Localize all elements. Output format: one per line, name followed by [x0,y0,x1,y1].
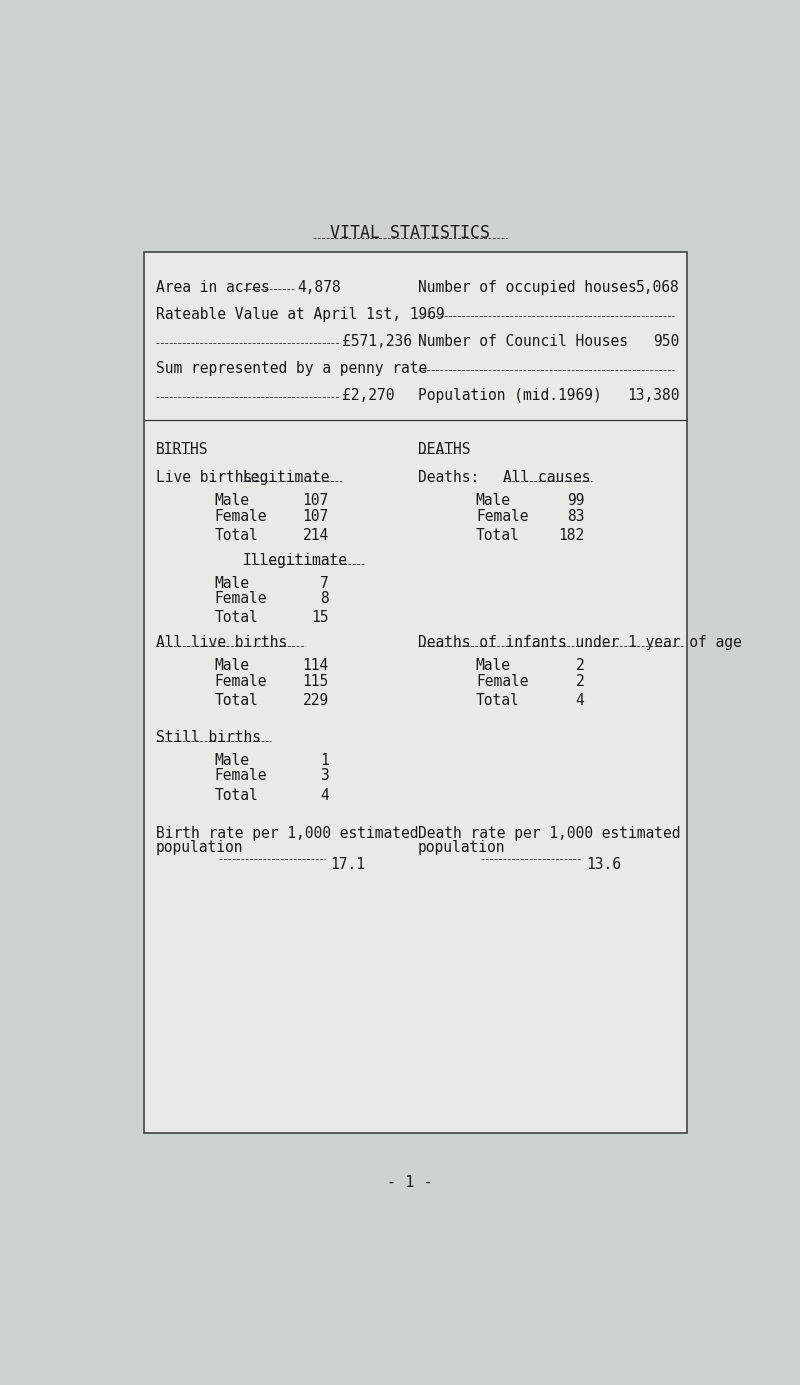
Text: 99: 99 [567,493,584,508]
Text: Number of Council Houses: Number of Council Houses [418,334,628,349]
Text: Area in acres: Area in acres [156,280,270,295]
Text: Total: Total [214,528,258,543]
Text: Total: Total [476,528,520,543]
Text: 15: 15 [311,611,329,626]
Text: Population (mid.1969): Population (mid.1969) [418,388,602,403]
Text: Total: Total [214,788,258,802]
Text: Birth rate per 1,000 estimated: Birth rate per 1,000 estimated [156,825,418,841]
Text: 114: 114 [302,658,329,673]
Text: 83: 83 [567,508,584,524]
Text: Female: Female [214,673,267,688]
Text: 4: 4 [576,692,584,708]
Text: 2: 2 [576,658,584,673]
Text: Total: Total [476,692,520,708]
Text: Live births:: Live births: [156,471,261,485]
Text: Legitimate: Legitimate [242,471,330,485]
Text: Female: Female [214,508,267,524]
Text: Female: Female [214,591,267,607]
Text: population: population [156,839,243,855]
Text: Still births: Still births [156,730,261,745]
Text: Male: Male [214,576,250,591]
Text: 4,878: 4,878 [298,280,342,295]
Text: 214: 214 [302,528,329,543]
Text: £2,270: £2,270 [342,388,394,403]
Text: 5,068: 5,068 [636,280,680,295]
Text: BIRTHS: BIRTHS [156,442,208,457]
Text: 107: 107 [302,493,329,508]
Text: - 1 -: - 1 - [387,1174,433,1190]
Text: Illegitimate: Illegitimate [242,553,348,568]
Text: Death rate per 1,000 estimated: Death rate per 1,000 estimated [418,825,680,841]
Text: Female: Female [476,508,528,524]
Text: 229: 229 [302,692,329,708]
Text: DEATHS: DEATHS [418,442,470,457]
Text: Male: Male [214,658,250,673]
Text: All causes: All causes [503,471,590,485]
Text: Male: Male [476,493,511,508]
Text: Deaths of infants under 1 year of age: Deaths of infants under 1 year of age [418,636,742,650]
Text: Female: Female [214,769,267,784]
Text: 7: 7 [320,576,329,591]
Text: Deaths:: Deaths: [418,471,479,485]
Text: Sum represented by a penny rate: Sum represented by a penny rate [156,361,427,375]
Text: 107: 107 [302,508,329,524]
Text: population: population [418,839,506,855]
Text: 182: 182 [558,528,584,543]
Text: Rateable Value at April 1st, 1969: Rateable Value at April 1st, 1969 [156,307,445,323]
Text: 115: 115 [302,673,329,688]
Text: 13,380: 13,380 [627,388,680,403]
Text: Female: Female [476,673,528,688]
Text: 8: 8 [320,591,329,607]
Text: 4: 4 [320,788,329,802]
Text: 13.6: 13.6 [586,857,621,873]
Bar [144,252,686,1133]
Text: VITAL STATISTICS: VITAL STATISTICS [330,224,490,242]
Text: Male: Male [476,658,511,673]
Text: 1: 1 [320,753,329,767]
Text: 17.1: 17.1 [330,857,365,873]
Text: All live births: All live births [156,636,287,650]
Text: Total: Total [214,692,258,708]
Text: Number of occupied houses: Number of occupied houses [418,280,637,295]
Text: 3: 3 [320,769,329,784]
Text: 2: 2 [576,673,584,688]
Text: Male: Male [214,493,250,508]
Text: 950: 950 [654,334,680,349]
Text: £571,236: £571,236 [342,334,412,349]
Text: Male: Male [214,753,250,767]
Text: Total: Total [214,611,258,626]
